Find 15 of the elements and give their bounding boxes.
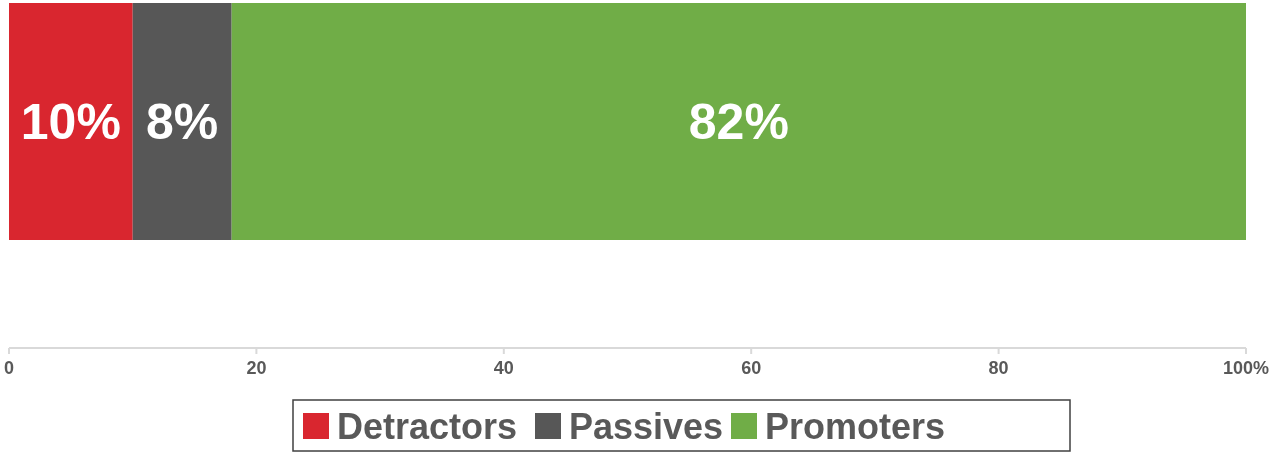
bar (9, 3, 133, 240)
legend-label: Promoters (765, 405, 946, 447)
data-label: 10% (20, 94, 121, 150)
x-tick-label: 20 (246, 358, 267, 378)
bar (231, 3, 1246, 240)
x-tick-label: 80 (988, 358, 1009, 378)
x-tick-label: 0 (3, 358, 15, 378)
x-tick-label: 40 (493, 358, 514, 378)
data-label: 8% (146, 94, 219, 150)
legend-label: Passives (569, 405, 724, 447)
x-tick-label: 60 (741, 358, 762, 378)
x-tick-label: 100% (1222, 358, 1270, 378)
data-label: 82% (688, 94, 789, 150)
bar (132, 3, 232, 240)
legend-label: Detractors (337, 405, 518, 447)
